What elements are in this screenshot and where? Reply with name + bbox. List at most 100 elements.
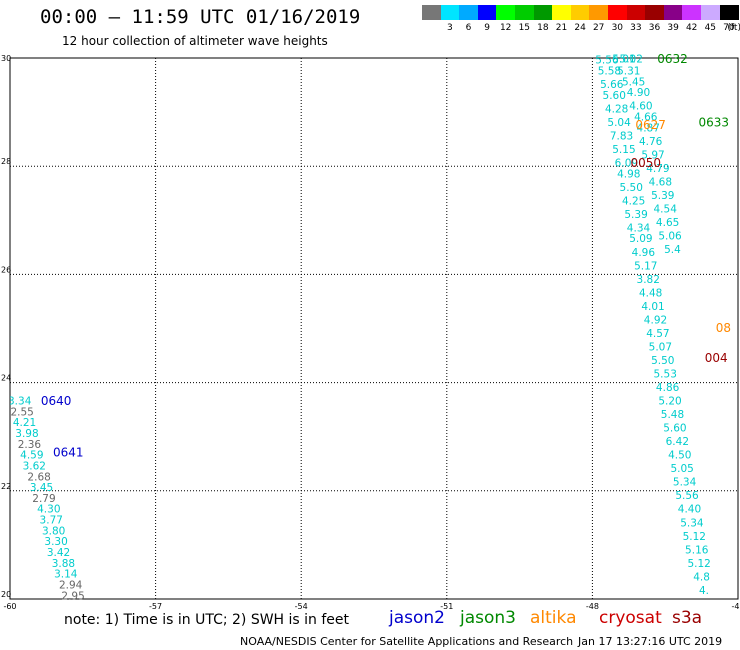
wave-height-value: 3.30 — [44, 536, 67, 548]
wave-height-value: 3.42 — [47, 547, 70, 559]
wave-height-value: 3.82 — [637, 274, 660, 286]
color-scale-swatch — [496, 5, 516, 20]
pass-time-label: 0640 — [41, 394, 72, 408]
wave-height-value: 4.86 — [656, 382, 680, 394]
wave-height-value: 3.77 — [40, 515, 63, 527]
wave-height-value: 4.92 — [644, 314, 667, 326]
footer-timestamp: Jan 17 13:27:16 UTC 2019 — [578, 635, 723, 648]
wave-height-value: 5.97 — [641, 149, 664, 161]
color-scale-swatch — [422, 5, 442, 20]
color-scale-swatch — [719, 5, 739, 20]
color-scale-label: 30 — [611, 23, 624, 33]
x-tick-label: -54 — [295, 602, 308, 611]
color-scale-swatch — [477, 5, 497, 20]
wave-height-value: 5.48 — [661, 409, 684, 421]
wave-height-value: 4.57 — [646, 328, 669, 340]
wave-height-value: 5.50 — [651, 355, 674, 367]
wave-height-value: 2.55 — [10, 406, 33, 418]
color-scale-label: 3 — [447, 23, 453, 33]
wave-height-value: 4.87 — [637, 122, 660, 134]
wave-height-value: 2.36 — [18, 439, 42, 451]
footer-credit: NOAA/NESDIS Center for Satellite Applica… — [240, 635, 574, 648]
x-tick-label: -57 — [149, 602, 162, 611]
y-tick-label: 22 — [1, 482, 11, 491]
wave-height-value: 7.83 — [610, 130, 633, 142]
wave-height-value: 6.09 — [615, 157, 638, 169]
x-tick-label: -60 — [3, 602, 16, 611]
wave-height-value: 4.48 — [639, 287, 662, 299]
wave-height-value: 3.88 — [52, 558, 75, 570]
wave-height-value: 5.66 — [600, 79, 624, 91]
y-tick-label: 26 — [1, 265, 11, 274]
color-scale-swatch — [515, 5, 535, 20]
pass-time-label: 08 — [716, 321, 731, 335]
wave-height-value: 2.68 — [27, 471, 50, 483]
pass-time-label: 0632 — [657, 52, 688, 66]
color-scale-swatch — [589, 5, 609, 20]
color-scale-label: 18 — [537, 23, 549, 33]
color-scale-swatch — [570, 5, 590, 20]
wave-height-value: 5.56 — [675, 490, 699, 502]
wave-height-value: 3.34 — [8, 396, 32, 408]
color-scale-swatch — [533, 5, 553, 20]
wave-height-value: 4.79 — [646, 163, 669, 175]
wave-height-value: 4.50 — [668, 450, 691, 462]
wave-height-value: 5.31 — [617, 66, 640, 78]
wave-height-value: 5.58 — [598, 66, 621, 78]
plot-frame — [9, 57, 739, 600]
y-tick-label: 24 — [1, 374, 11, 383]
wave-height-value: 5.34 — [680, 517, 704, 529]
wave-height-value: 5.04 — [607, 117, 631, 129]
satellite-altika-label: altika — [530, 608, 577, 628]
color-scale-label: 15 — [518, 23, 531, 33]
color-scale-swatch — [645, 5, 665, 20]
color-scale-swatch — [682, 5, 702, 20]
wave-height-value: 4.40 — [678, 504, 701, 516]
wave-height-value: 2.79 — [32, 493, 55, 505]
wave-height-value: 5.50 — [620, 182, 643, 194]
wave-height-value: 5.09 — [629, 233, 652, 245]
wave-height-value: 5.17 — [634, 260, 657, 272]
wave-height-value: 5.53 — [654, 368, 677, 380]
wave-height-value: 4.25 — [622, 195, 645, 207]
wave-height-value: 3.45 — [30, 482, 53, 494]
pass-time-label: 0633 — [698, 115, 729, 129]
color-scale-label: 33 — [630, 23, 642, 33]
wave-height-value: 4. — [699, 585, 709, 597]
color-scale-swatch — [459, 5, 479, 20]
wave-height-value: 3.14 — [54, 569, 78, 581]
y-tick-label: 30 — [1, 54, 11, 63]
wave-height-value: 5.39 — [651, 190, 674, 202]
color-scale-label: 45 — [704, 23, 717, 33]
wave-height-value: 5.20 — [658, 396, 681, 408]
wave-height-value: 4.96 — [632, 247, 656, 259]
x-tick-label: -51 — [440, 602, 453, 611]
wave-height-value: 5.39 — [624, 209, 647, 221]
color-scale-label: 24 — [574, 23, 586, 33]
satellite-cryosat-label: cryosat — [599, 608, 662, 628]
wave-height-value: 4.59 — [20, 450, 43, 462]
color-scale-label: 6 — [465, 23, 472, 33]
wave-height-value: 5.60 — [663, 423, 686, 435]
x-tick-label: -45 — [731, 602, 740, 611]
wave-height-value: 3.62 — [23, 460, 46, 472]
wave-height-value: 4.8 — [693, 571, 710, 583]
wave-height-value: 5.12 — [683, 531, 706, 543]
wave-height-value: 4.98 — [617, 168, 640, 180]
pass-time-label: 0627 — [635, 118, 666, 132]
wave-height-value: 5.12 — [687, 558, 710, 570]
color-scale-label: 27 — [592, 23, 605, 33]
wave-height-value: 4.01 — [641, 301, 664, 313]
wave-height-value: 4.66 — [634, 112, 658, 124]
satellite-s3a-label: s3a — [672, 608, 703, 628]
color-scale-label: 42 — [685, 23, 698, 33]
data-layer: 3.342.554.213.982.364.593.622.683.452.79… — [8, 52, 731, 602]
wave-height-value: 5.56 — [595, 55, 619, 67]
wave-height-value: 4.34 — [627, 222, 651, 234]
footer-note: note: 1) Time is in UTC; 2) SWH is in fe… — [64, 612, 350, 628]
wave-height-value: 4.21 — [13, 417, 36, 429]
wave-height-value: 4.90 — [627, 87, 650, 99]
wave-height-value: 5.60 — [603, 90, 626, 102]
wave-height-value: 2.94 — [59, 579, 83, 591]
wave-height-value: 5.45 — [622, 76, 645, 88]
